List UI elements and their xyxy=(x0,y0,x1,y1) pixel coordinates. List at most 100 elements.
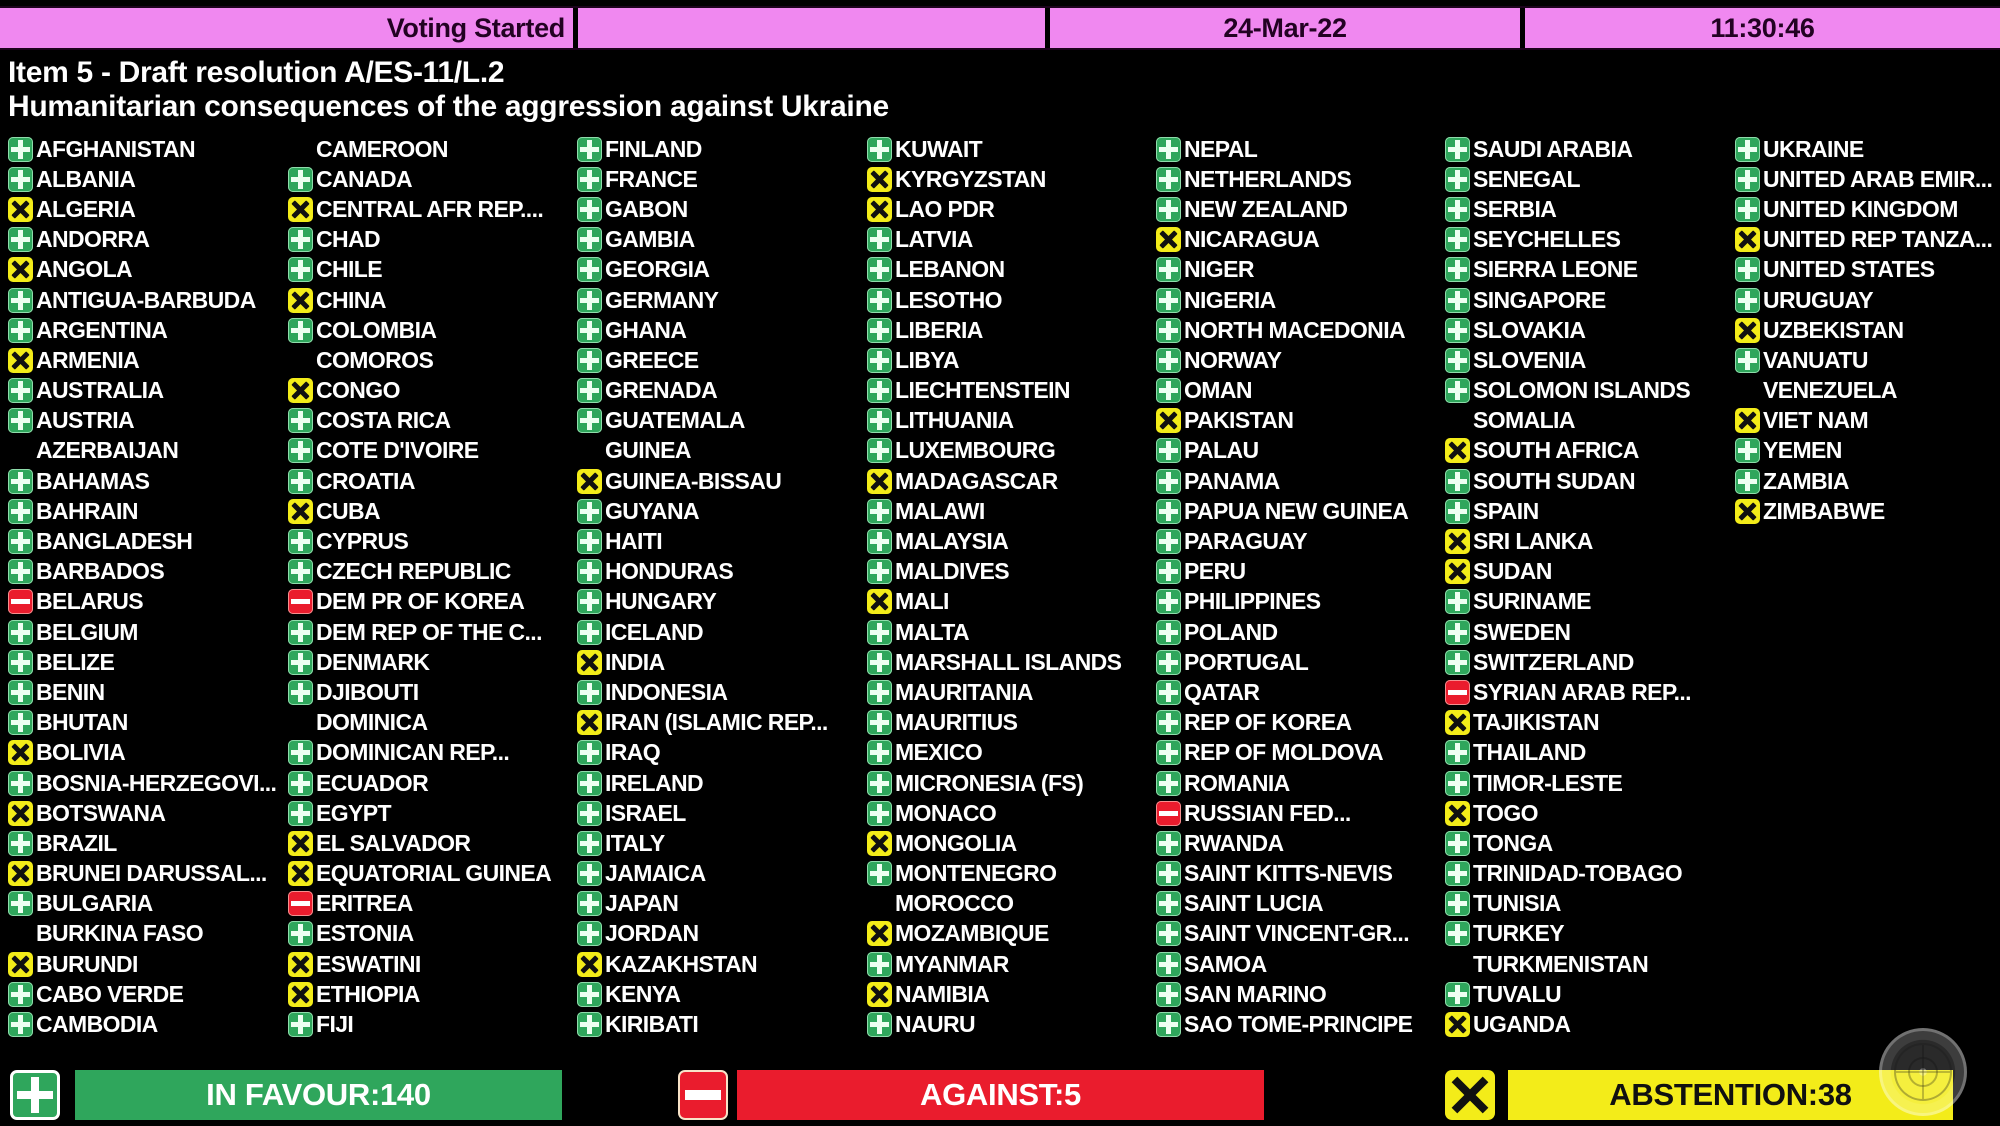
country-row: CABO VERDE xyxy=(8,979,276,1009)
country-row: YEMEN xyxy=(1735,436,1992,466)
vote-in-favour-icon xyxy=(288,559,313,585)
vote-in-favour-icon xyxy=(1735,438,1760,464)
vote-in-favour-icon xyxy=(1156,136,1181,162)
vote-in-favour-icon xyxy=(288,649,313,675)
vote-abstention-icon xyxy=(8,861,33,887)
date-label: 24-Mar-22 xyxy=(1050,8,1525,48)
country-row: ESWATINI xyxy=(288,949,551,979)
country-row: NAMIBIA xyxy=(867,979,1121,1009)
country-row: MOROCCO xyxy=(867,889,1121,919)
country-row: LIECHTENSTEIN xyxy=(867,376,1121,406)
country-row: CROATIA xyxy=(288,466,551,496)
vote-in-favour-icon xyxy=(1445,287,1470,313)
country-name: UZBEKISTAN xyxy=(1763,316,1904,343)
country-name: BURUNDI xyxy=(36,950,138,977)
vote-in-favour-icon xyxy=(288,317,313,343)
country-row: IRELAND xyxy=(577,768,828,798)
country-name: SWEDEN xyxy=(1473,618,1571,645)
country-name: SAINT LUCIA xyxy=(1184,890,1324,917)
vote-abstention-icon xyxy=(288,498,313,524)
vote-in-favour-icon xyxy=(1445,378,1470,404)
country-row: ITALY xyxy=(577,828,828,858)
vote-in-favour-icon xyxy=(288,1012,313,1038)
country-name: CHILE xyxy=(316,256,383,283)
country-row: TURKMENISTAN xyxy=(1445,949,1691,979)
country-name: LIECHTENSTEIN xyxy=(895,377,1071,404)
vote-abstention-icon xyxy=(577,951,602,977)
country-row: SAN MARINO xyxy=(1156,979,1412,1009)
vote-against-icon xyxy=(1445,679,1470,705)
country-row: GUINEA xyxy=(577,436,828,466)
vote-in-favour-icon xyxy=(867,408,892,434)
vote-in-favour-icon xyxy=(8,287,33,313)
vote-in-favour-icon xyxy=(1156,559,1181,585)
country-row: SAINT VINCENT-GR... xyxy=(1156,919,1412,949)
vote-in-favour-icon xyxy=(867,136,892,162)
vote-in-favour-icon xyxy=(577,408,602,434)
vote-in-favour-icon xyxy=(577,861,602,887)
country-name: NICARAGUA xyxy=(1184,226,1320,253)
vote-abstention-icon xyxy=(1156,408,1181,434)
vote-in-favour-icon xyxy=(867,861,892,887)
country-name: BURKINA FASO xyxy=(36,920,204,947)
vote-in-favour-icon xyxy=(8,559,33,585)
country-name: IRAN (ISLAMIC REP... xyxy=(605,709,828,736)
vote-in-favour-icon xyxy=(1156,166,1181,192)
country-row: GABON xyxy=(577,194,828,224)
vote-in-favour-icon xyxy=(1735,257,1760,283)
vote-against-icon xyxy=(288,589,313,615)
vote-in-favour-icon xyxy=(8,317,33,343)
country-name: JAMAICA xyxy=(605,860,706,887)
country-name: GERMANY xyxy=(605,286,719,313)
country-name: TOGO xyxy=(1473,799,1539,826)
country-row: SOMALIA xyxy=(1445,406,1691,436)
vote-in-favour-icon xyxy=(867,559,892,585)
vote-in-favour-icon xyxy=(1735,196,1760,222)
country-name: PAKISTAN xyxy=(1184,407,1294,434)
country-name: NAURU xyxy=(895,1011,976,1038)
vote-abstention-icon xyxy=(288,378,313,404)
country-row: MALDIVES xyxy=(867,557,1121,587)
country-name: UKRAINE xyxy=(1763,135,1864,162)
country-name: NORTH MACEDONIA xyxy=(1184,316,1406,343)
country-name: MARSHALL ISLANDS xyxy=(895,648,1122,675)
country-row: CANADA xyxy=(288,164,551,194)
country-name: TUVALU xyxy=(1473,980,1562,1007)
country-name: CROATIA xyxy=(316,467,415,494)
country-name: FINLAND xyxy=(605,135,702,162)
vote-in-favour-icon xyxy=(1156,891,1181,917)
vote-in-favour-icon xyxy=(1156,679,1181,705)
country-row: SIERRA LEONE xyxy=(1445,255,1691,285)
country-row: MONTENEGRO xyxy=(867,859,1121,889)
country-name: SIERRA LEONE xyxy=(1473,256,1638,283)
country-row: MEXICO xyxy=(867,738,1121,768)
country-row: SAINT LUCIA xyxy=(1156,889,1412,919)
country-column: UKRAINE UNITED ARAB EMIR... UNITED KINGDOM… xyxy=(1735,134,1993,526)
vote-in-favour-icon xyxy=(867,287,892,313)
vote-in-favour-icon xyxy=(867,951,892,977)
country-row: SLOVENIA xyxy=(1445,345,1691,375)
vote-abstention-icon xyxy=(288,830,313,856)
vote-in-favour-icon xyxy=(1156,710,1181,736)
vote-in-favour-icon xyxy=(577,981,602,1007)
vote-in-favour-icon xyxy=(867,227,892,253)
country-row: SWITZERLAND xyxy=(1445,647,1691,677)
country-row: SAMOA xyxy=(1156,949,1412,979)
vote-in-favour-icon xyxy=(1735,166,1760,192)
country-name: MALTA xyxy=(895,618,970,645)
country-row: COSTA RICA xyxy=(288,406,551,436)
country-row: MALAYSIA xyxy=(867,526,1121,556)
country-row: BOSNIA-HERZEGOVI... xyxy=(8,768,277,798)
country-grid: AFGHANISTAN ALBANIA ALGERIA ANDORRA ANGOLA AN… xyxy=(0,134,2000,1042)
country-name: TURKEY xyxy=(1473,920,1565,947)
country-name: DOMINICA xyxy=(316,709,428,736)
country-row: NIGER xyxy=(1156,255,1412,285)
country-row: SAO TOME-PRINCIPE xyxy=(1156,1009,1413,1039)
vote-in-favour-icon xyxy=(1156,619,1181,645)
country-name: MALAWI xyxy=(895,497,985,524)
country-row: BENIN xyxy=(8,677,276,707)
country-name: BAHAMAS xyxy=(36,467,150,494)
country-row: HAITI xyxy=(577,526,828,556)
country-name: CAMEROON xyxy=(316,135,449,162)
country-row: SWEDEN xyxy=(1445,617,1691,647)
